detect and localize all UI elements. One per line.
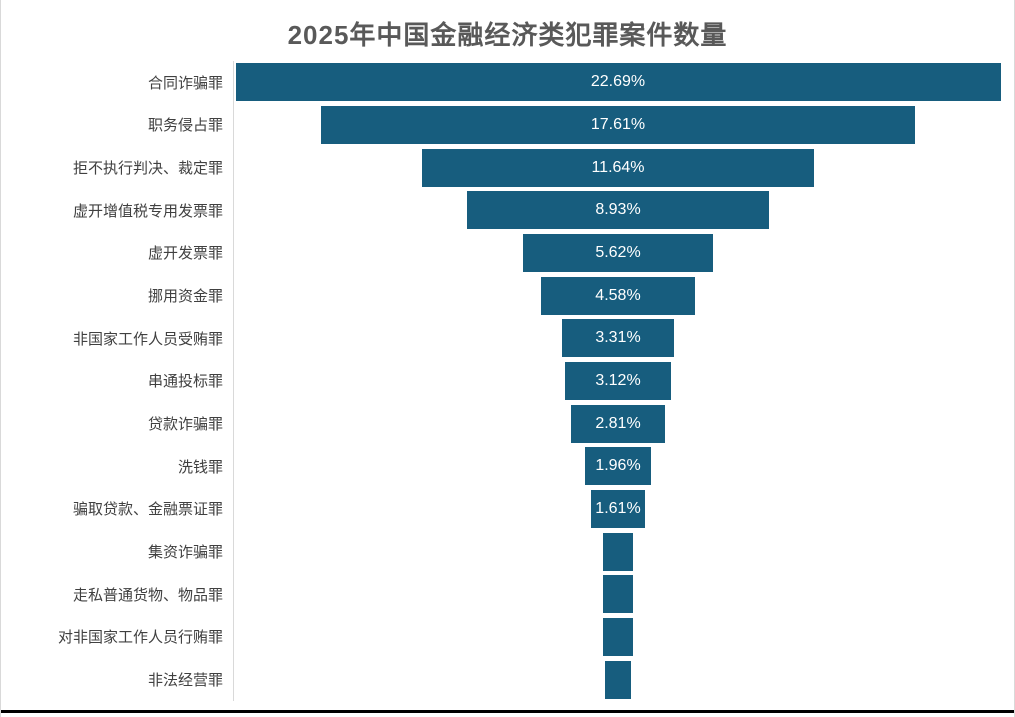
funnel-bar[interactable] (603, 617, 633, 656)
plot-area: 2.81% (233, 402, 1002, 445)
bar-value-label: 1.61% (595, 499, 641, 517)
funnel-row: 对非国家工作人员行贿罪 (1, 615, 1002, 659)
category-label: 职务侵占罪 (147, 117, 223, 135)
funnel-row: 合同诈骗罪 22.69% (1, 61, 1002, 104)
funnel-bar[interactable]: 3.12% (565, 361, 671, 400)
category-label: 对非国家工作人员行贿罪 (57, 629, 223, 647)
category-label: 骗取贷款、金融票证罪 (72, 501, 223, 519)
bar-value-label: 4.58% (595, 286, 641, 304)
funnel-row: 非法经营罪 (1, 658, 1002, 701)
plot-area: 22.69% (233, 61, 1002, 104)
plot-area: 1.96% (233, 444, 1002, 488)
funnel-chart: 合同诈骗罪 22.69% 职务侵占罪 17.61% 拒不执行判决、裁定罪 11.64% 虚开… (1, 61, 1002, 701)
plot-area: 3.31% (233, 316, 1002, 360)
bar-value-label: 3.12% (595, 371, 641, 389)
funnel-bar[interactable]: 17.61% (321, 105, 915, 144)
funnel-row: 贷款诈骗罪 2.81% (1, 402, 1002, 445)
plot-area (233, 615, 1002, 659)
category-label: 走私普通货物、物品罪 (72, 586, 223, 604)
funnel-row: 骗取贷款、金融票证罪 1.61% (1, 487, 1002, 531)
bar-value-label: 2.81% (595, 414, 641, 432)
bar-value-label: 3.31% (595, 329, 641, 347)
funnel-bar[interactable]: 3.31% (562, 319, 674, 358)
funnel-row: 洗钱罪 1.96% (1, 444, 1002, 488)
category-label: 合同诈骗罪 (147, 74, 223, 92)
plot-area: 5.62% (233, 231, 1002, 275)
funnel-row: 走私普通货物、物品罪 (1, 572, 1002, 616)
funnel-row: 拒不执行判决、裁定罪 11.64% (1, 146, 1002, 189)
bar-value-label: 1.96% (595, 457, 641, 475)
category-label: 洗钱罪 (177, 458, 223, 476)
funnel-bar[interactable]: 1.96% (584, 447, 652, 486)
funnel-bar[interactable]: 8.93% (467, 191, 769, 230)
plot-area: 17.61% (233, 103, 1002, 147)
plot-area: 11.64% (233, 146, 1002, 189)
funnel-row: 串通投标罪 3.12% (1, 359, 1002, 403)
category-label: 集资诈骗罪 (147, 544, 223, 562)
category-label: 串通投标罪 (147, 373, 223, 391)
bar-value-label: 11.64% (591, 158, 645, 176)
category-label: 拒不执行判决、裁定罪 (72, 160, 223, 178)
category-label: 虚开增值税专用发票罪 (72, 202, 223, 220)
funnel-bar[interactable] (603, 575, 633, 614)
funnel-row: 职务侵占罪 17.61% (1, 103, 1002, 147)
funnel-row: 虚开增值税专用发票罪 8.93% (1, 188, 1002, 232)
plot-area (233, 572, 1002, 616)
plot-area (233, 658, 1002, 701)
plot-area (233, 530, 1002, 573)
plot-area: 3.12% (233, 359, 1002, 403)
category-label: 非国家工作人员受贿罪 (72, 330, 223, 348)
funnel-bar[interactable]: 4.58% (540, 276, 696, 315)
category-label: 贷款诈骗罪 (147, 416, 223, 434)
funnel-bar[interactable]: 5.62% (523, 233, 713, 272)
bar-value-label: 8.93% (595, 201, 641, 219)
category-label: 非法经营罪 (147, 672, 223, 690)
funnel-row: 非国家工作人员受贿罪 3.31% (1, 316, 1002, 360)
funnel-bar[interactable] (603, 532, 633, 571)
funnel-bar[interactable]: 2.81% (570, 404, 666, 443)
funnel-bar[interactable] (604, 660, 632, 699)
funnel-bar[interactable]: 11.64% (421, 148, 815, 187)
bar-value-label: 17.61% (590, 115, 646, 133)
category-label: 挪用资金罪 (147, 288, 223, 306)
category-label: 虚开发票罪 (147, 245, 223, 263)
chart-title: 2025年中国金融经济类犯罪案件数量 (287, 20, 728, 50)
plot-area: 8.93% (233, 188, 1002, 232)
bottom-border-line (1, 710, 1014, 713)
bar-value-label: 5.62% (595, 243, 641, 261)
plot-area: 1.61% (233, 487, 1002, 531)
plot-area: 4.58% (233, 274, 1002, 317)
funnel-row: 挪用资金罪 4.58% (1, 274, 1002, 317)
funnel-bar[interactable]: 1.61% (590, 489, 646, 528)
funnel-row: 集资诈骗罪 (1, 530, 1002, 573)
funnel-row: 虚开发票罪 5.62% (1, 231, 1002, 275)
funnel-bar[interactable]: 22.69% (235, 63, 1001, 102)
bar-value-label: 22.69% (590, 73, 646, 91)
